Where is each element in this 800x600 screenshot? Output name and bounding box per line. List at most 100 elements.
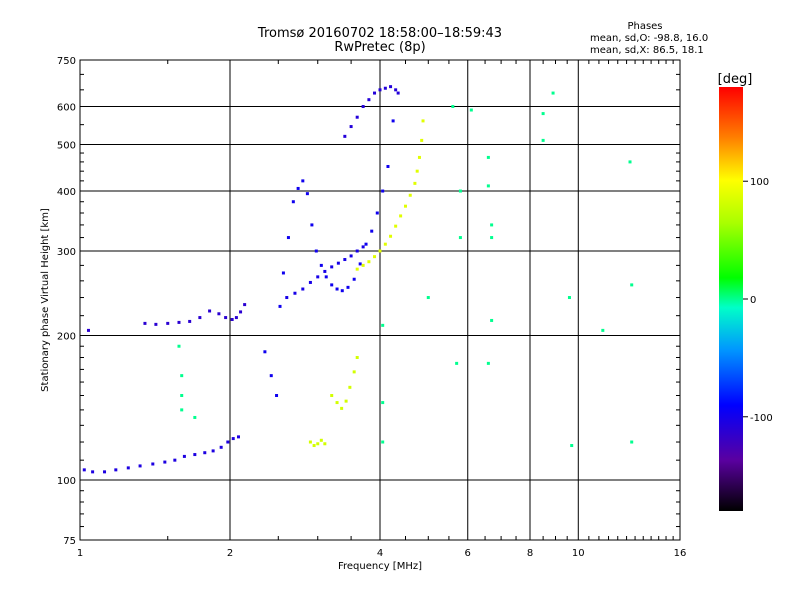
data-point xyxy=(421,119,425,123)
data-point xyxy=(193,453,197,457)
data-point xyxy=(386,164,390,168)
data-point xyxy=(336,261,340,265)
data-point xyxy=(285,296,289,300)
data-point xyxy=(301,287,305,291)
data-point xyxy=(375,211,379,215)
data-point xyxy=(151,462,155,466)
data-point xyxy=(455,361,459,365)
data-point xyxy=(208,309,212,313)
x-tick-label: 2 xyxy=(227,548,233,559)
y-axis-label: Stationary phase Virtual Height [km] xyxy=(40,208,51,392)
data-point xyxy=(399,214,403,218)
series-scattered-echoes xyxy=(177,91,634,448)
data-point xyxy=(389,85,393,89)
data-point xyxy=(330,265,334,269)
data-point xyxy=(236,435,240,439)
data-point xyxy=(126,466,130,470)
data-point xyxy=(355,249,359,253)
data-points xyxy=(82,85,634,474)
data-point xyxy=(234,316,238,320)
x-tick-label: 1 xyxy=(77,548,83,559)
data-point xyxy=(211,449,215,453)
data-point xyxy=(324,275,328,279)
series-o-mode-f-trace xyxy=(263,119,395,398)
data-point xyxy=(154,322,158,326)
data-point xyxy=(394,88,398,92)
data-point xyxy=(408,193,412,197)
data-point xyxy=(628,160,632,164)
data-point xyxy=(243,303,247,307)
data-point xyxy=(305,192,309,196)
y-tick-label: 300 xyxy=(57,247,76,258)
data-point xyxy=(415,169,419,173)
data-point xyxy=(335,287,339,291)
data-point xyxy=(316,275,320,279)
data-point xyxy=(330,394,334,398)
data-point xyxy=(224,316,228,320)
data-point xyxy=(381,440,385,444)
data-point xyxy=(291,200,295,204)
data-point xyxy=(330,283,334,287)
x-tick-label: 4 xyxy=(377,548,383,559)
data-point xyxy=(349,254,353,258)
data-point xyxy=(451,105,455,109)
colorbar-tick-label: 0 xyxy=(750,295,756,306)
data-point xyxy=(203,451,207,455)
phase-stats-title: Phases xyxy=(627,21,663,32)
y-tick-label: 200 xyxy=(57,332,76,343)
data-point xyxy=(296,186,300,190)
data-point xyxy=(358,262,362,266)
data-point xyxy=(308,440,312,444)
data-point xyxy=(630,283,634,287)
data-point xyxy=(383,86,387,90)
data-point xyxy=(490,236,494,240)
data-point xyxy=(343,258,347,262)
series-o-mode-upper-f xyxy=(343,85,400,138)
phase-stats: Phases mean, sd,O: -98.8, 16.0 mean, sd,… xyxy=(590,21,708,57)
data-point xyxy=(314,249,318,253)
y-tick-label: 500 xyxy=(57,141,76,152)
data-point xyxy=(312,444,316,448)
data-point xyxy=(349,125,353,129)
x-tick-label: 8 xyxy=(527,548,533,559)
data-point xyxy=(226,440,230,444)
data-point xyxy=(391,119,395,123)
y-tick-label: 100 xyxy=(57,476,76,487)
data-point xyxy=(361,245,365,249)
data-point xyxy=(316,442,320,446)
data-point xyxy=(551,91,555,95)
data-point xyxy=(355,355,359,359)
data-point xyxy=(541,138,545,142)
data-point xyxy=(217,312,221,316)
data-point xyxy=(486,361,490,365)
data-point xyxy=(86,328,90,332)
data-point xyxy=(383,242,387,246)
data-point xyxy=(177,320,181,324)
data-point xyxy=(567,296,571,300)
data-point xyxy=(381,189,385,193)
data-point xyxy=(389,234,393,238)
x-tick-label: 16 xyxy=(674,548,687,559)
chart-title: Tromsø 20160702 18:58:00–18:59:43 xyxy=(257,26,503,41)
data-point xyxy=(180,374,184,378)
data-point xyxy=(394,224,398,228)
data-point xyxy=(340,289,344,293)
data-point xyxy=(198,316,202,320)
data-point xyxy=(182,454,186,458)
data-point xyxy=(193,415,197,419)
data-point xyxy=(319,438,323,442)
data-point xyxy=(370,229,374,233)
data-point xyxy=(364,242,368,246)
y-tick-label: 400 xyxy=(57,187,76,198)
data-point xyxy=(361,263,365,267)
data-point xyxy=(163,460,167,464)
data-point xyxy=(278,304,282,308)
data-point xyxy=(355,267,359,271)
data-point xyxy=(361,105,365,109)
data-point xyxy=(275,394,279,398)
data-point xyxy=(413,181,417,185)
series-o-mode-cusp xyxy=(285,245,365,300)
data-point xyxy=(630,440,634,444)
data-point xyxy=(340,406,344,410)
y-tick-label: 75 xyxy=(63,536,76,547)
